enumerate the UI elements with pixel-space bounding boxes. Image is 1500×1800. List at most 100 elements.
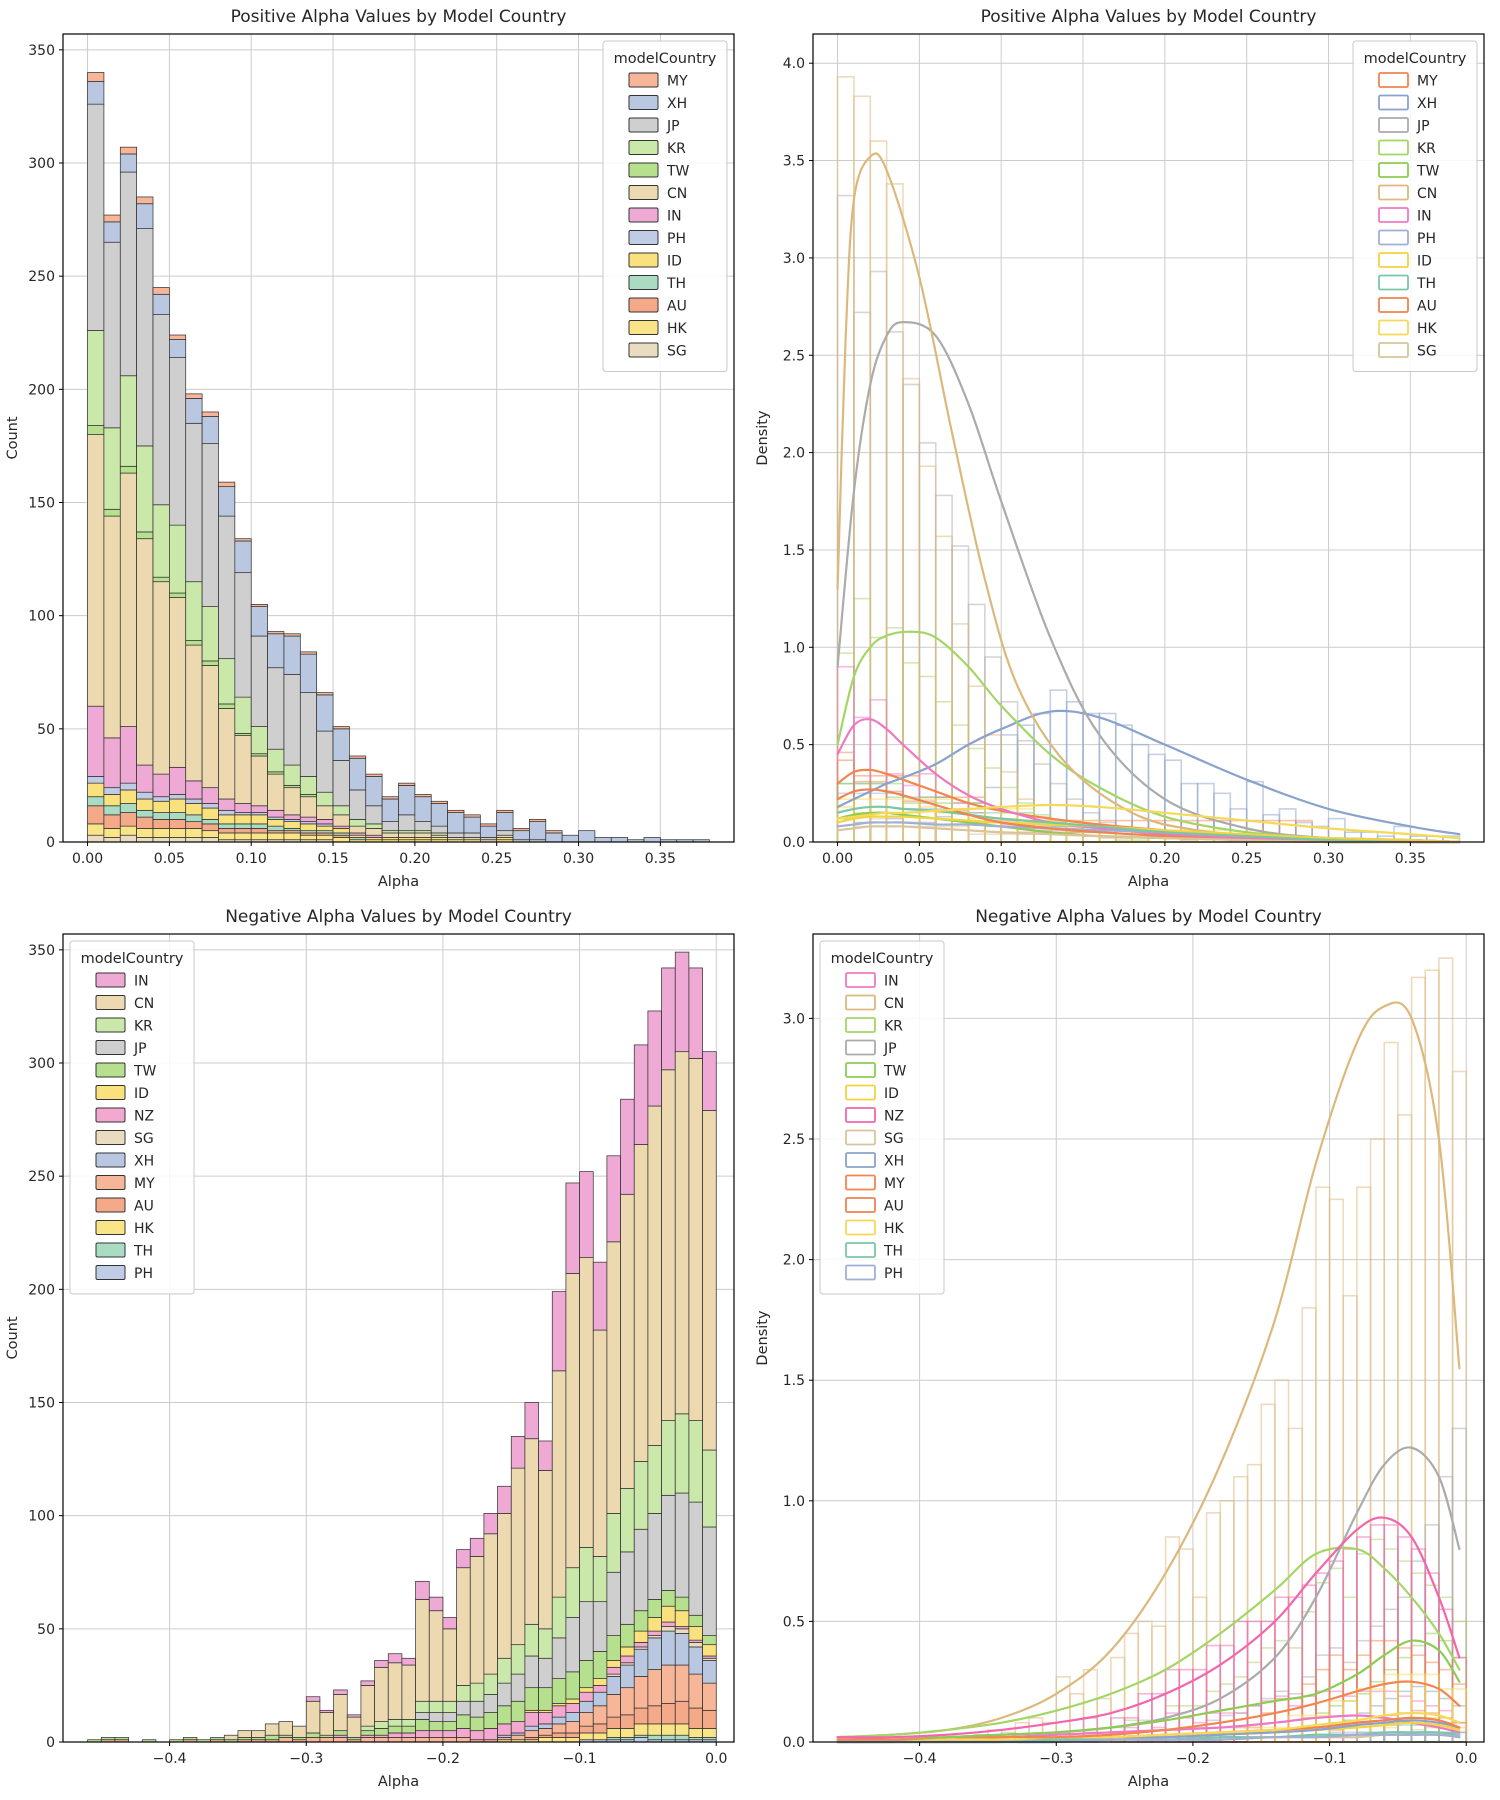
legend-swatch-XH [1378, 94, 1409, 111]
bar-segment-XH [267, 633, 285, 669]
bar-segment-CN [360, 1685, 375, 1727]
density-bar-MY [1410, 1654, 1427, 1743]
bar-segment-NZ [661, 1621, 676, 1627]
bar-segment-CN [237, 1730, 252, 1738]
x-tick-label: 0.30 [563, 851, 594, 867]
legend-label-MY: MY [1417, 74, 1438, 90]
bar-segment-NZ [469, 1730, 485, 1741]
bar-segment-HK [103, 828, 121, 838]
bar-segment-JP [442, 1712, 457, 1722]
legend-swatch-KR [95, 1017, 126, 1033]
bar-segment-TW [136, 531, 154, 540]
bar-segment-IN [401, 1657, 416, 1666]
legend-swatch-AU [628, 297, 659, 313]
legend-label-CN: CN [884, 996, 904, 1012]
bar-segment-CN [152, 581, 170, 775]
bar-segment-XH [620, 1664, 635, 1689]
y-tick-label: 300 [28, 1056, 55, 1072]
bar-segment-KR [633, 1461, 649, 1530]
bar-segment-MY [510, 1734, 526, 1741]
legend-swatch-MY [845, 1174, 876, 1191]
legend-item-XH: XH [845, 1152, 904, 1170]
bar-segment-JP [633, 1528, 649, 1612]
bar-segment-IN [316, 819, 334, 825]
bar-segment-HK [119, 825, 137, 836]
density-bar-HK [885, 798, 904, 843]
bar-segment-AU [551, 1732, 567, 1738]
bar-segment-XH [610, 837, 628, 843]
plot-border [812, 933, 1485, 1743]
legend-swatch-XH [845, 1152, 876, 1168]
bar-segment-ID [218, 814, 236, 825]
bar-segment-MY [136, 196, 154, 205]
bar-segment-CN [346, 1716, 362, 1738]
bar-segment-TH [103, 805, 121, 816]
bar-segment-MY [545, 830, 563, 834]
bar-segment-CN [428, 1610, 444, 1702]
legend-swatch-JP [628, 117, 659, 133]
bar-segment-IN [620, 1098, 635, 1195]
x-tick-label: −0.1 [1313, 1751, 1347, 1767]
bar-segment-TW [210, 1737, 225, 1741]
legend-swatch-HK [628, 320, 659, 335]
bar-segment-KR [360, 1725, 375, 1732]
bar-segment-AU [592, 1723, 608, 1734]
bar-segment-NZ [579, 1691, 594, 1702]
bar-segment-XH [87, 81, 105, 105]
legend-swatch-JP [845, 1039, 876, 1056]
bar-segment-XH [447, 812, 465, 834]
bar-segment-PH [136, 791, 154, 800]
x-axis-label: Alpha [378, 1774, 419, 1790]
bar-segment-AU [620, 1714, 635, 1729]
legend-swatch-AU [1378, 297, 1409, 313]
density-bar-KR [967, 747, 986, 843]
x-tick-label: 0.00 [72, 851, 103, 867]
bar-segment-TW [428, 1721, 444, 1732]
bar-segment-TW [182, 1737, 198, 1741]
legend-label-KR: KR [667, 141, 686, 157]
legend-label-IN: IN [667, 209, 682, 225]
bar-segment-CN [606, 1241, 621, 1514]
bar-segment-CN [119, 472, 137, 727]
y-tick-label: 2.5 [783, 1132, 805, 1148]
x-tick-label: 0.00 [822, 851, 853, 867]
y-tick-label: 0 [46, 1735, 55, 1751]
bar-segment-JP [551, 1637, 567, 1679]
bar-segment-CN [579, 1257, 594, 1548]
chart-positive-count-panel: 0.00 0.05 0.10 0.15 0.20 0.25 0.30 0.35 0 50 100 15… [0, 0, 750, 900]
legend-item-CN: CN [95, 995, 154, 1012]
density-bar-SG [984, 833, 1003, 843]
legend-label-AU: AU [134, 1199, 154, 1215]
bar-segment-JP [538, 1657, 553, 1689]
bar-segment-ID [103, 794, 121, 807]
bar-segment-KR [469, 1682, 485, 1702]
bar-segment-XH [250, 606, 268, 637]
legend-label-IN: IN [884, 974, 899, 990]
legend-item-JP: JP [95, 1040, 147, 1057]
bar-segment-MY [278, 1737, 293, 1743]
bar-segment-MY [529, 819, 547, 822]
legend-box [602, 40, 728, 372]
bar-segment-HK [234, 832, 252, 841]
legend: modelCountry IN CN KR JP TW ID NZ SG XH MY AU HK TH PH [819, 940, 945, 1295]
bar-segment-MY [496, 809, 514, 813]
bar-segment-CN [674, 1051, 690, 1415]
bar-segment-IN [374, 1660, 389, 1668]
bar-segment-XH [169, 339, 187, 359]
bar-segment-CN [185, 644, 203, 782]
bar-segment-XH [479, 825, 498, 838]
bar-segment-KR [524, 1623, 539, 1657]
bar-segment-PH [169, 794, 187, 800]
density-bar-JP [885, 331, 904, 843]
x-tick-label: 0.15 [317, 851, 348, 867]
bar-segment-KR [674, 1413, 690, 1494]
bar-segment-XH [512, 830, 530, 841]
bar-segment-IN [169, 766, 187, 795]
density-bar-SG [1000, 833, 1019, 843]
bar-segment-MY [401, 1737, 416, 1743]
legend-title: modelCountry [831, 951, 934, 967]
density-bar-AU [1410, 1709, 1427, 1743]
bar-segment-ID [592, 1678, 608, 1686]
legend-label-MY: MY [884, 1176, 905, 1192]
legend: modelCountry MY XH JP KR TW CN IN PH ID TH AU HK SG [1352, 40, 1478, 372]
